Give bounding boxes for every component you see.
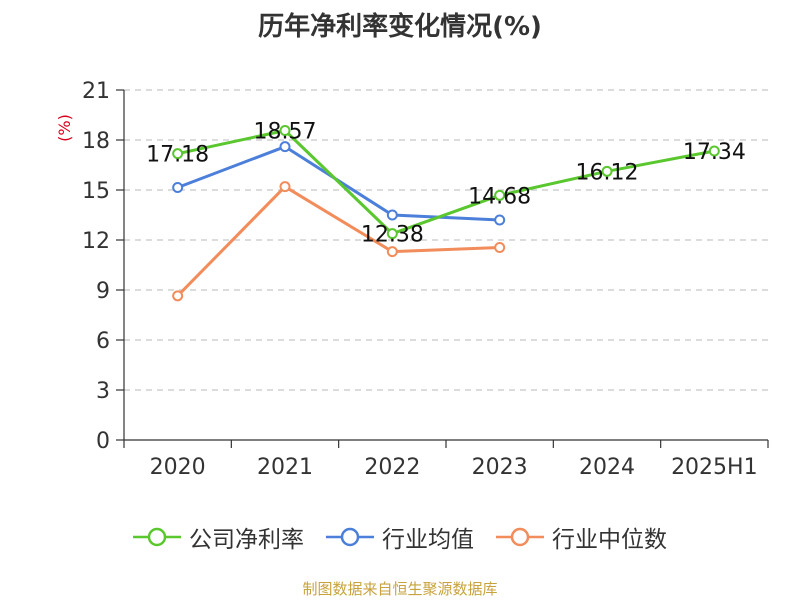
data-point [708,145,720,157]
axes: 0 3 6 9 12 15 18 21 2020 2021 2022 2023 2024 2025H1 [82,79,769,480]
y-tick-label: 0 [96,429,110,454]
data-label: 12.38 [361,223,424,248]
data-point [601,165,613,177]
y-tick-label: 12 [82,229,110,254]
y-tick-label: 9 [96,279,110,304]
legend-label: 行业中位数 [552,527,667,553]
legend-marker-blue [326,527,374,547]
legend-item-industry-mean[interactable]: 行业均值 [326,520,474,554]
data-point [172,148,184,160]
data-point [386,228,398,240]
data-label: 17.18 [146,143,209,168]
y-axis-unit-label: (%) [55,114,74,142]
data-labels: 17.18 18.57 12.38 14.68 16.12 17.34 [146,120,746,248]
legend-item-industry-median[interactable]: 行业中位数 [496,520,667,554]
data-point [494,214,506,226]
x-tick-label: 2020 [150,455,206,480]
data-label: 18.57 [254,120,317,145]
series-lines [172,125,720,302]
x-tick-label: 2023 [472,455,528,480]
legend-marker-green [133,527,181,547]
data-label: 17.34 [683,140,746,165]
data-point [386,209,398,221]
x-tick-label: 2021 [257,455,313,480]
legend-marker-orange [496,527,544,547]
data-label: 16.12 [576,160,639,185]
source-note: 制图数据来自恒生聚源数据库 [302,580,498,598]
y-tick-label: 3 [96,379,110,404]
y-tick-label: 15 [82,179,110,204]
x-tick-label: 2025H1 [671,455,758,480]
data-point [279,125,291,136]
data-point [172,290,184,302]
grid-lines [124,89,768,391]
chart-title: 历年净利率变化情况(%) [258,12,542,42]
y-tick-label: 18 [82,129,110,154]
series-line [177,129,715,236]
data-point [172,182,184,193]
data-point [279,141,291,153]
legend-label: 公司净利率 [189,527,304,553]
data-point [494,242,506,253]
data-label: 14.68 [468,184,531,209]
legend-label: 行业均值 [382,527,474,553]
x-tick-label: 2022 [364,455,420,480]
x-tick-label: 2024 [579,455,635,480]
legend: 公司净利率 行业均值 行业中位数 [0,520,800,554]
series-line [176,185,500,297]
y-tick-label: 21 [82,79,110,104]
y-tick-label: 6 [96,329,110,354]
legend-item-company-net-margin[interactable]: 公司净利率 [133,520,304,554]
data-point [494,189,506,201]
data-point [386,246,398,258]
data-point [279,181,291,193]
